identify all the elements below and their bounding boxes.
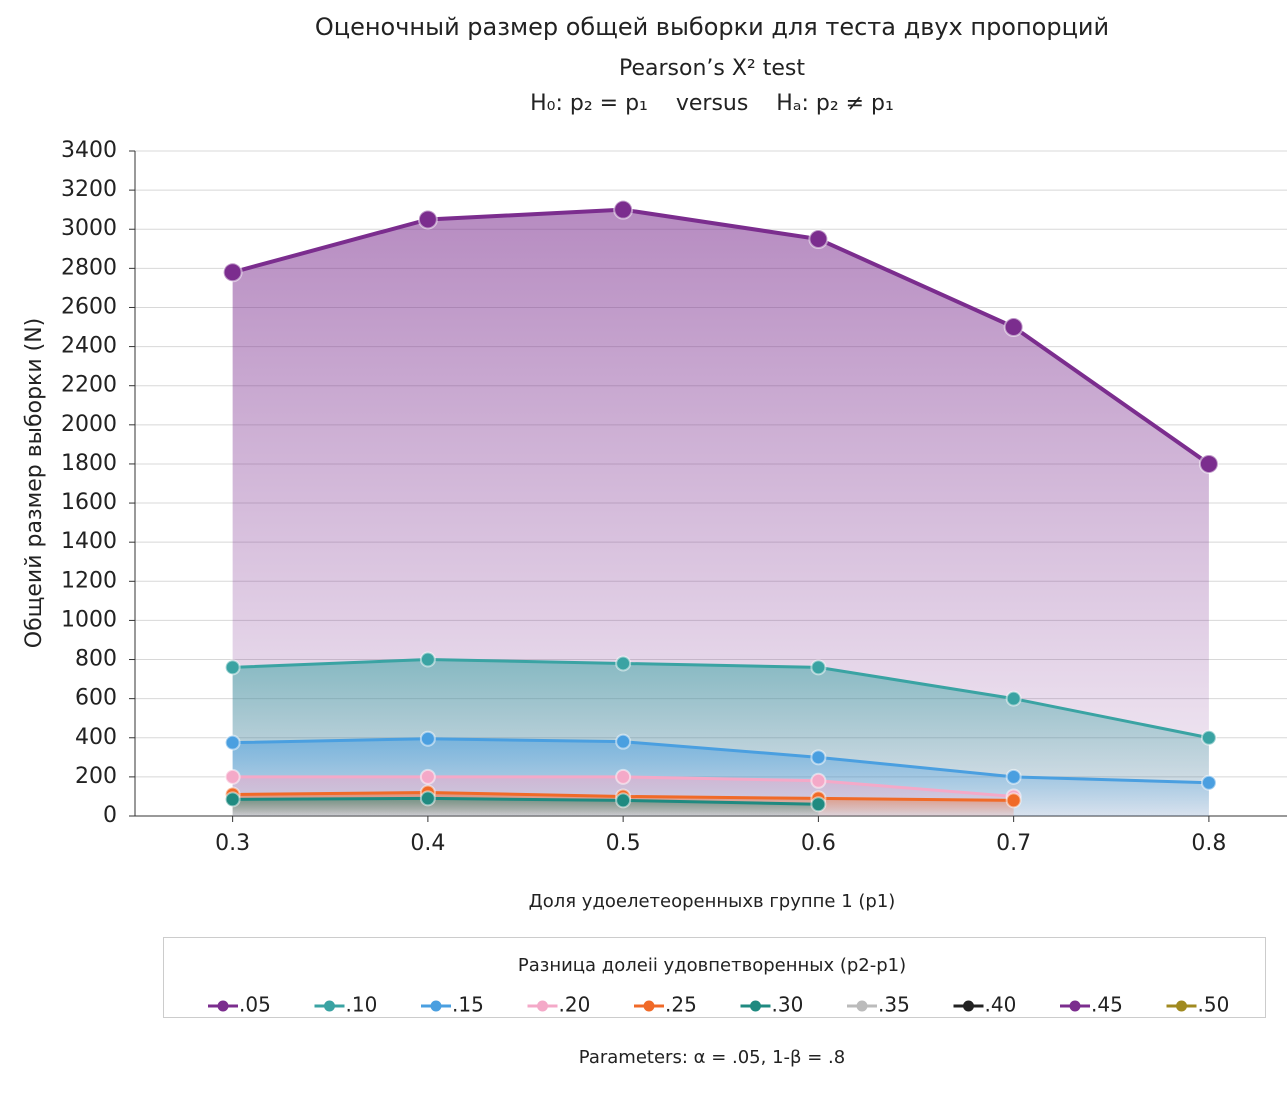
data-point [224, 659, 241, 676]
legend-label: .30 [772, 993, 804, 1017]
chart-subtitle: Pearson’s X² test [619, 56, 805, 81]
y-tick-label: 3000 [61, 216, 117, 241]
data-point [1003, 317, 1024, 338]
y-tick-label: 1600 [61, 490, 117, 515]
x-tick-label: 0.5 [606, 831, 641, 856]
y-tick-label: 1800 [61, 451, 117, 476]
y-tick-label: 0 [103, 803, 117, 828]
y-tick-label: 3200 [61, 177, 117, 202]
y-tick-label: 800 [75, 647, 117, 672]
legend-label: .50 [1198, 993, 1230, 1017]
data-point [615, 655, 632, 672]
data-point [1198, 453, 1219, 474]
legend-marker [750, 1000, 761, 1012]
data-point [1005, 690, 1022, 707]
legend-marker [537, 1000, 548, 1012]
legend-marker [1069, 1000, 1081, 1012]
data-point [615, 733, 632, 750]
legend-label: .40 [985, 993, 1017, 1017]
legend-marker [963, 1000, 974, 1012]
data-point [419, 730, 436, 747]
y-tick-label: 2800 [61, 255, 117, 280]
legend-label: .25 [665, 993, 697, 1017]
data-point [810, 772, 827, 789]
series-line [232, 658, 1210, 740]
x-tick-label: 0.8 [1191, 831, 1226, 856]
legend-marker [217, 1000, 229, 1012]
y-tick-label: 1000 [61, 607, 117, 632]
y-tick-label: 200 [75, 764, 117, 789]
legend-box [163, 937, 1266, 1018]
data-point [613, 199, 634, 220]
legend-label: .05 [239, 993, 271, 1017]
y-axis-label: Общеий размер выборки (N) [22, 318, 47, 649]
series-line [232, 207, 1211, 466]
data-point [810, 796, 827, 813]
note: Parameters: α = .05, 1-β = .8 [579, 1047, 845, 1068]
y-tick-label: 1400 [61, 529, 117, 554]
data-point [1200, 729, 1217, 746]
data-point [615, 768, 632, 785]
x-tick-label: 0.4 [410, 831, 445, 856]
y-tick-label: 600 [75, 686, 117, 711]
data-point [224, 768, 241, 785]
y-tick-label: 3400 [61, 138, 117, 163]
x-tick-label: 0.3 [215, 831, 250, 856]
data-point [419, 768, 436, 785]
data-point [1005, 768, 1022, 785]
data-point [1005, 792, 1022, 809]
legend-label: .20 [559, 993, 591, 1017]
data-point [419, 790, 436, 807]
y-tick-label: 2600 [61, 294, 117, 319]
legend-title: Разница долеіі удовпетворенных (p2-p1) [518, 955, 906, 976]
y-tick-label: 2400 [61, 334, 117, 359]
series-line [232, 796, 819, 806]
data-point [224, 791, 241, 808]
legend-marker [856, 1000, 868, 1012]
legend-label: .35 [878, 993, 910, 1017]
legend-label: .15 [452, 993, 484, 1017]
data-point [810, 749, 827, 766]
y-tick-label: 400 [75, 725, 117, 750]
data-point [615, 792, 632, 809]
legend-label: .10 [346, 993, 378, 1017]
x-axis-label: Доля удоелетеоренныхв группе 1 (p1) [529, 891, 896, 912]
x-tick-label: 0.6 [801, 831, 836, 856]
legend-label: .45 [1091, 993, 1123, 1017]
legend-marker [1176, 1000, 1187, 1012]
legend-marker [430, 1000, 442, 1012]
hypothesis: H₀: p₂ = p₁ versus Hₐ: p₂ ≠ p₁ [530, 91, 894, 116]
data-point [224, 734, 241, 751]
legend-marker [324, 1000, 335, 1012]
data-point [810, 659, 827, 676]
chart-title: Оценочный размер общей выборки для теста… [315, 13, 1109, 41]
data-point [222, 262, 243, 283]
series-line [232, 737, 1209, 785]
y-tick-label: 2000 [61, 412, 117, 437]
data-point [808, 229, 829, 250]
x-tick-label: 0.7 [996, 831, 1031, 856]
data-point [417, 209, 438, 230]
y-tick-label: 1200 [61, 568, 117, 593]
data-point [1200, 774, 1217, 791]
y-tick-label: 2200 [61, 373, 117, 398]
legend-marker [643, 1000, 655, 1012]
data-point [419, 651, 436, 668]
